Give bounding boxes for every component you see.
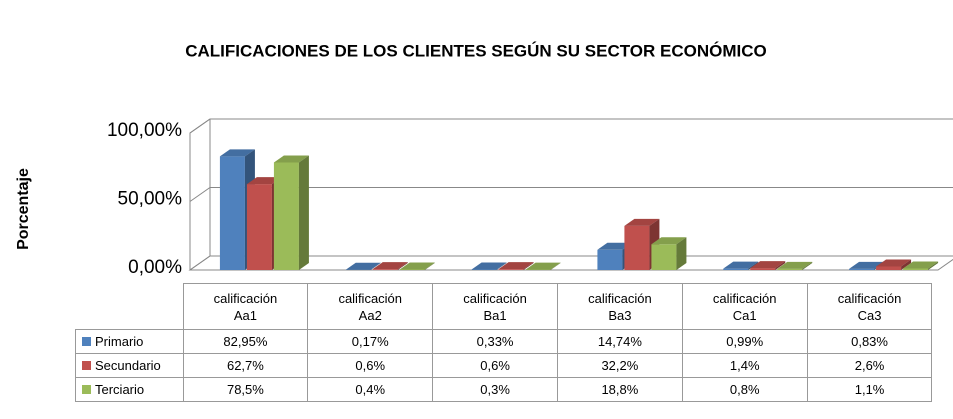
- bar-top: [219, 149, 255, 157]
- data-label: 0,17%: [307, 329, 434, 354]
- bar-top: [498, 262, 534, 270]
- bar-front: [219, 156, 245, 270]
- bar-top: [723, 261, 759, 269]
- data-label: 78,5%: [182, 377, 309, 402]
- data-label: 0,6%: [307, 353, 434, 378]
- bar-front: [246, 184, 272, 270]
- bar-front: [777, 268, 803, 270]
- table-corner: [75, 283, 184, 330]
- bar-front: [624, 225, 650, 270]
- legend-swatch: [82, 385, 91, 394]
- legend-label: Terciario: [95, 382, 145, 397]
- category-label: calificación Ba3: [556, 283, 683, 330]
- bar-top: [471, 262, 507, 270]
- bar-side: [775, 261, 786, 270]
- bar-top: [651, 237, 687, 245]
- data-label: 82,95%: [182, 329, 309, 354]
- legend-entry: Terciario: [75, 377, 184, 402]
- data-label: 62,7%: [182, 353, 309, 378]
- grid-line: [189, 187, 953, 202]
- bar-side: [298, 155, 309, 270]
- table-row: Terciario 78,5% 0,4% 0,3% 18,8% 0,8% 1,1%: [75, 377, 933, 402]
- data-label: 0,99%: [681, 329, 808, 354]
- bar-side: [397, 262, 408, 270]
- chart-title: CALIFICACIONES DE LOS CLIENTES SEGÚN SU …: [185, 41, 767, 60]
- bar-top: [624, 218, 660, 226]
- bar-side: [424, 262, 435, 270]
- data-label: 18,8%: [556, 377, 683, 402]
- bar-front: [903, 268, 929, 270]
- bar-front: [876, 266, 902, 270]
- bar-side: [496, 262, 507, 270]
- bar-front: [273, 162, 299, 270]
- table-row: Primario 82,95% 0,17% 0,33% 14,74% 0,99% 0,83%: [75, 329, 933, 354]
- grid-line: [189, 118, 953, 134]
- bar-side: [676, 237, 687, 270]
- bar-top: [777, 261, 813, 269]
- bar-top: [345, 262, 381, 270]
- bar-front: [723, 268, 749, 270]
- bar-front: [597, 249, 623, 270]
- category-label: calificación Aa2: [307, 283, 434, 330]
- bar-top: [849, 261, 885, 269]
- data-label: 0,33%: [432, 329, 558, 354]
- data-label: 0,3%: [432, 377, 558, 402]
- bar-top: [750, 261, 786, 269]
- legend-entry: Primario: [75, 329, 184, 354]
- bar-side: [901, 259, 912, 270]
- y-tick-label: 100,00%: [107, 120, 182, 141]
- y-tick-label: 0,00%: [128, 257, 182, 278]
- bar-side: [370, 262, 381, 270]
- category-label: calificación Aa1: [182, 283, 309, 330]
- bar-top: [876, 259, 912, 267]
- bar-top: [372, 262, 408, 270]
- y-axis-label: Porcentaje: [15, 168, 32, 250]
- data-table: calificación Aa1 calificación Aa2 califica…: [75, 283, 933, 402]
- legend-label: Secundario: [95, 358, 161, 373]
- legend-swatch: [82, 337, 91, 346]
- data-label: 1,4%: [681, 353, 808, 378]
- data-label: 2,6%: [806, 353, 933, 378]
- data-label: 1,1%: [806, 377, 933, 402]
- bar-front: [498, 269, 524, 270]
- category-label: calificación Ba1: [432, 283, 558, 330]
- legend-label: Primario: [95, 334, 144, 349]
- table-row: Secundario 62,7% 0,6% 0,6% 32,2% 1,4% 2,6%: [75, 353, 933, 378]
- bar-side: [802, 261, 813, 270]
- plot-area: 0,00% 50,00% 100,00%: [107, 118, 953, 278]
- legend-entry: Secundario: [75, 353, 184, 378]
- grid-line: [189, 255, 953, 271]
- data-label: 0,8%: [681, 377, 808, 402]
- category-label: calificación Ca3: [806, 283, 933, 330]
- bar-top: [273, 155, 309, 163]
- bar-front: [651, 244, 677, 270]
- y-tick-label: 50,00%: [118, 189, 183, 210]
- legend-swatch: [82, 361, 91, 370]
- data-label: 0,83%: [806, 329, 933, 354]
- bar-top: [399, 262, 435, 270]
- bar-side: [550, 262, 561, 270]
- bar-front: [750, 268, 776, 270]
- data-label: 14,74%: [556, 329, 683, 354]
- bar-top: [525, 262, 561, 270]
- data-label: 32,2%: [556, 353, 683, 378]
- bar-top: [246, 177, 282, 185]
- bar-front: [849, 268, 875, 270]
- bar-front: [399, 269, 425, 270]
- bar-top: [597, 242, 633, 250]
- bar-front: [372, 269, 398, 270]
- bar-top: [903, 261, 939, 269]
- table-header-row: calificación Aa1 calificación Aa2 califica…: [75, 283, 933, 330]
- category-label: calificación Ca1: [681, 283, 808, 330]
- bar-side: [523, 262, 534, 270]
- data-label: 0,4%: [307, 377, 434, 402]
- data-label: 0,6%: [432, 353, 558, 378]
- bar-side: [928, 261, 939, 270]
